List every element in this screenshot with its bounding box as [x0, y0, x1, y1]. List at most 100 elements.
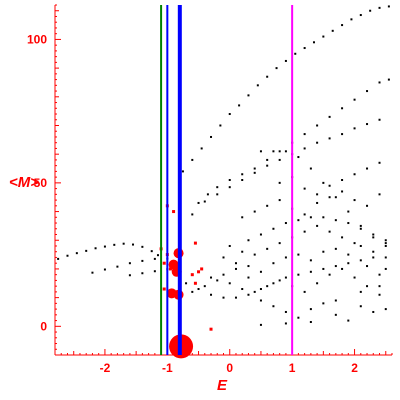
red-data-point [193, 281, 197, 285]
data-point [309, 216, 312, 219]
data-point [359, 14, 362, 17]
x-axis: -2 -1 0 1 2 [55, 349, 393, 375]
data-point [303, 213, 306, 216]
data-point [359, 224, 362, 227]
data-point [359, 244, 362, 247]
data-point [347, 319, 350, 322]
x-tick-label: 2 [351, 361, 358, 375]
data-point [203, 200, 206, 203]
data-point [384, 239, 387, 242]
data-point [266, 158, 269, 161]
x-tick-label: -2 [100, 361, 111, 375]
data-point [322, 35, 325, 38]
data-point [294, 52, 297, 55]
data-point [247, 94, 250, 97]
data-point [297, 253, 300, 256]
data-point [284, 59, 287, 62]
data-point [353, 276, 356, 279]
data-point [297, 316, 300, 319]
data-point [266, 164, 269, 167]
data-point [278, 242, 281, 245]
red-data-point [162, 287, 166, 291]
data-point [210, 276, 213, 279]
data-point [247, 239, 250, 242]
data-point [247, 276, 250, 279]
data-point [334, 219, 337, 222]
data-point [353, 127, 356, 130]
data-point [384, 256, 387, 259]
data-point [219, 124, 222, 127]
red-data-point [197, 270, 201, 274]
data-point [366, 123, 369, 126]
data-point [278, 158, 281, 161]
data-point [309, 321, 312, 324]
x-tick-label: -1 [162, 361, 173, 375]
large-data-point [166, 288, 177, 299]
data-point [328, 115, 331, 118]
data-point [334, 247, 337, 250]
data-point [378, 285, 381, 288]
data-point [241, 173, 244, 176]
data-point [322, 302, 325, 305]
data-point [238, 104, 241, 107]
data-point [341, 179, 344, 181]
data-point [181, 170, 184, 173]
data-point [322, 216, 325, 219]
data-point [272, 282, 275, 285]
data-point [309, 270, 312, 273]
data-point [253, 171, 256, 174]
data-point [322, 250, 325, 253]
data-point [387, 5, 390, 8]
data-point [241, 250, 244, 253]
data-point [341, 133, 344, 136]
data-point [359, 227, 362, 230]
data-point [284, 256, 287, 259]
data-point [191, 290, 194, 293]
data-point [128, 274, 131, 277]
data-point [284, 150, 287, 153]
data-point [210, 293, 213, 296]
data-point [284, 322, 287, 325]
x-axis-label: E [217, 377, 228, 394]
red-data-point [190, 273, 194, 277]
data-point [341, 190, 344, 193]
data-point [328, 196, 331, 199]
data-point [384, 308, 387, 311]
data-point [353, 199, 356, 202]
data-point [378, 6, 381, 9]
data-point [312, 41, 315, 44]
data-point [384, 242, 387, 245]
data-point [66, 254, 69, 257]
red-data-point [209, 327, 213, 331]
data-point [206, 193, 209, 196]
data-point [253, 253, 256, 256]
data-point [303, 230, 306, 233]
data-point [85, 249, 88, 252]
data-point [222, 273, 225, 276]
data-point [303, 133, 306, 136]
data-point [334, 299, 337, 302]
data-point [278, 181, 281, 184]
data-point [234, 267, 237, 270]
data-point [341, 24, 344, 27]
data-point [372, 256, 375, 259]
data-point [191, 213, 194, 216]
data-point [334, 265, 337, 268]
data-point [247, 265, 250, 268]
data-point [197, 201, 200, 204]
y-tick-label: 50 [34, 176, 48, 190]
data-point [122, 242, 125, 245]
data-point [228, 244, 231, 247]
data-point [278, 199, 281, 202]
data-point [266, 204, 269, 207]
data-point [378, 161, 381, 164]
data-point [272, 262, 275, 265]
data-point [341, 236, 344, 239]
data-point [309, 259, 312, 262]
data-point [259, 233, 262, 236]
data-point [185, 282, 188, 285]
red-data-point [162, 261, 166, 265]
data-point [331, 29, 334, 32]
data-point [309, 308, 312, 311]
